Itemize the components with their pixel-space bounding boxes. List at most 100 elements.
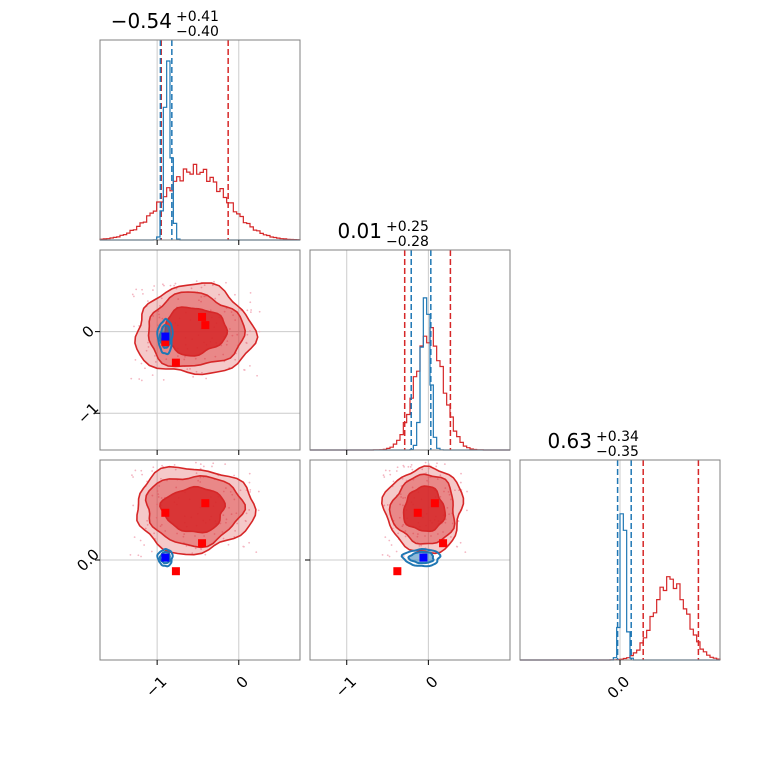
sample-point <box>158 485 161 487</box>
sample-point <box>131 293 134 296</box>
panel-title-minus: −0.28 <box>386 234 429 250</box>
sample-point <box>409 466 412 468</box>
panel-title-plus: +0.34 <box>596 429 639 445</box>
sample-point <box>234 293 236 296</box>
sample-point <box>412 532 415 535</box>
sample-point <box>222 514 225 517</box>
sample-point <box>158 316 161 319</box>
sample-point <box>404 530 407 532</box>
sample-point <box>227 543 230 546</box>
sample-point <box>442 531 444 533</box>
sample-point <box>140 362 143 365</box>
sample-point <box>443 490 445 493</box>
sample-point <box>199 481 202 483</box>
sample-point <box>163 284 165 287</box>
sample-point <box>205 377 208 380</box>
sample-point <box>134 358 137 361</box>
sample-point <box>192 375 195 378</box>
sample-point <box>144 527 147 530</box>
sample-point <box>225 521 227 524</box>
panel-background <box>100 40 300 240</box>
sample-point <box>448 513 450 516</box>
sample-point <box>157 324 159 327</box>
sample-point <box>249 491 251 493</box>
y-tick-label: 0 <box>78 322 97 341</box>
sample-point <box>234 319 237 321</box>
sample-point <box>242 545 245 548</box>
sample-point <box>133 536 136 539</box>
panel-2-0: −1 0 0.0 <box>73 459 301 701</box>
sample-point <box>212 462 215 465</box>
sample-point <box>402 504 404 507</box>
sample-point <box>436 462 438 465</box>
sample-point <box>161 317 164 320</box>
sample-point <box>183 533 186 535</box>
sample-point <box>235 512 238 515</box>
sample-point <box>231 334 234 337</box>
sample-point <box>448 493 451 496</box>
panel-title-value: 0.63 <box>547 429 592 453</box>
sample-point <box>455 545 458 548</box>
sample-point <box>399 503 401 506</box>
sample-point <box>386 554 389 557</box>
sample-point <box>225 343 228 346</box>
contour-blue <box>156 317 174 356</box>
sample-point <box>384 536 387 539</box>
sample-point <box>152 289 154 291</box>
sample-point <box>173 464 176 466</box>
sample-point <box>129 553 132 556</box>
sample-point <box>447 490 450 493</box>
sample-point <box>132 504 135 507</box>
sample-point <box>157 310 160 313</box>
sample-point <box>404 535 407 538</box>
contour-red <box>402 485 447 533</box>
sample-point <box>417 533 419 535</box>
sample-point <box>138 378 141 380</box>
sample-point <box>248 541 251 544</box>
sample-point <box>143 544 146 546</box>
sample-point <box>234 529 237 532</box>
sample-point <box>248 509 251 511</box>
sample-point <box>146 519 149 522</box>
sample-point <box>249 301 252 304</box>
sample-point <box>160 477 162 480</box>
sample-point <box>189 367 191 370</box>
sample-point <box>388 469 391 472</box>
sample-point <box>410 464 413 466</box>
panel-1-1: 0.01 +0.25−0.28 <box>309 219 511 455</box>
sample-point <box>203 535 206 537</box>
sample-point <box>200 286 203 289</box>
sample-point <box>153 532 156 535</box>
sample-point <box>133 325 135 328</box>
sample-point <box>451 522 454 525</box>
contour-blue <box>400 547 442 568</box>
sample-point <box>249 489 252 491</box>
sample-point <box>454 489 456 492</box>
sample-point <box>204 553 207 556</box>
sample-point <box>245 341 248 344</box>
panel-title-plus: +0.41 <box>176 9 219 25</box>
sample-point <box>427 467 430 470</box>
sample-point <box>401 477 404 480</box>
sample-point <box>258 330 261 333</box>
sample-point <box>436 478 439 480</box>
sample-point <box>132 295 135 298</box>
sample-point <box>395 470 398 472</box>
panel-title-value: 0.01 <box>337 219 382 243</box>
sample-point <box>255 551 258 554</box>
sample-point <box>200 300 202 303</box>
sample-point <box>145 349 148 352</box>
sample-point <box>424 461 427 464</box>
y-tick-label: 0.0 <box>73 545 103 575</box>
sample-point <box>211 284 214 287</box>
sample-point <box>402 464 405 467</box>
sample-point <box>184 355 186 358</box>
sample-point <box>230 513 233 516</box>
blue-marker <box>419 553 428 562</box>
sample-point <box>399 493 402 496</box>
sample-point <box>397 532 400 535</box>
sample-point <box>446 506 449 509</box>
sample-point <box>223 310 226 313</box>
sample-point <box>131 474 133 477</box>
sample-point <box>137 554 140 557</box>
